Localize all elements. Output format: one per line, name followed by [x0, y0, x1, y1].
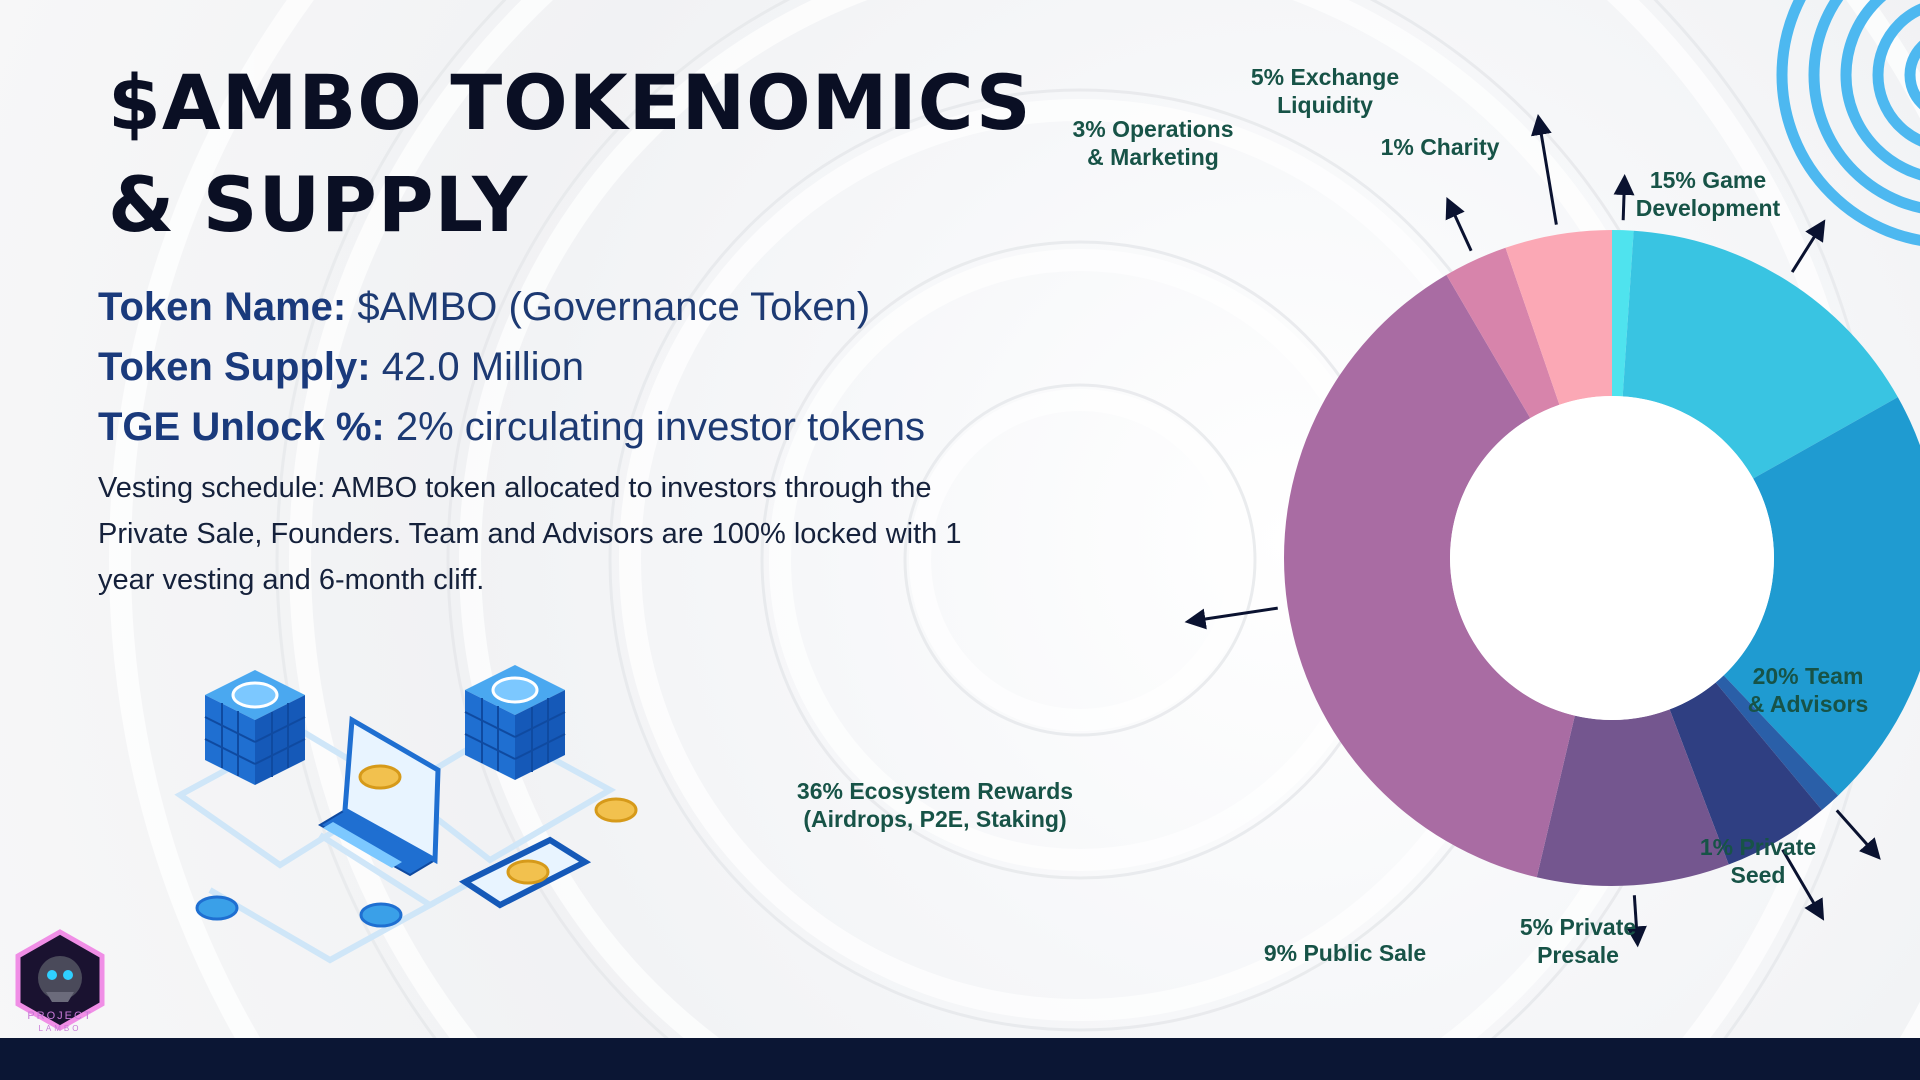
token-info: Token Name: $AMBO (Governance Token) Tok…	[98, 277, 958, 457]
tge-unlock-label: TGE Unlock %:	[98, 405, 385, 449]
token-name-label: Token Name:	[98, 285, 347, 329]
tokenomics-donut-chart: 1% Charity 15% Game Development 20% Team & A…	[797, 64, 1920, 968]
donut-slice	[1612, 230, 1634, 397]
logo-text-lambo: LAMBO	[38, 1024, 82, 1033]
cube-right-icon	[464, 665, 566, 780]
page-title: $AMBO TOKENOMICS & SUPPLY	[108, 52, 1032, 256]
donut-slice	[1536, 709, 1729, 886]
laptop-icon	[318, 715, 441, 877]
title-line-2: & SUPPLY	[108, 160, 529, 249]
token-supply-label: Token Supply:	[98, 345, 371, 389]
token-name-row: Token Name: $AMBO (Governance Token)	[98, 277, 958, 337]
donut-slice	[1715, 675, 1839, 811]
slice-arrow	[1445, 196, 1473, 252]
donut-slice	[1446, 247, 1560, 419]
vesting-description: Vesting schedule: AMBO token allocated t…	[98, 472, 962, 596]
tge-unlock-row: TGE Unlock %: 2% circulating investor to…	[98, 397, 958, 457]
slice-arrow	[1835, 809, 1881, 860]
coin-icons	[195, 764, 638, 928]
slice-label: 9% Public Sale	[1264, 940, 1426, 966]
slice-label: 36% Ecosystem Rewards (Airdrops, P2E, Sta…	[797, 778, 1073, 832]
slice-arrow	[1625, 895, 1647, 948]
tge-unlock-value: 2% circulating investor tokens	[384, 405, 925, 449]
slice-arrow	[1790, 219, 1826, 273]
donut-hole	[1450, 396, 1774, 720]
slice-label: 5% Exchange Liquidity	[1251, 64, 1399, 118]
concentric-arcs-decoration	[1776, 0, 1920, 246]
token-name-value: $AMBO (Governance Token)	[346, 285, 871, 329]
slice-label: 1% Private Seed	[1700, 834, 1816, 888]
donut-slice	[1283, 274, 1575, 878]
donut-slice	[1505, 230, 1612, 405]
logo-text-project: PROJECT	[27, 1010, 93, 1022]
token-supply-value: 42.0 Million	[370, 345, 585, 389]
cube-left-icon	[204, 670, 306, 785]
slice-label: 15% Game Development	[1636, 167, 1781, 221]
slice-arrow	[1613, 174, 1635, 221]
slice-arrow	[1184, 606, 1278, 630]
token-supply-row: Token Supply: 42.0 Million	[98, 337, 958, 397]
donut-slice	[1622, 230, 1898, 479]
slice-arrow	[1781, 849, 1825, 921]
blockchain-illustration	[174, 665, 638, 964]
slice-label: 5% Private Presale	[1520, 914, 1636, 968]
footer-bar	[0, 1038, 1920, 1080]
project-lambo-logo	[15, 929, 105, 1031]
donut-slice	[1669, 682, 1822, 865]
slice-label: 20% Team & Advisors	[1748, 663, 1869, 717]
slice-label: 1% Charity	[1381, 134, 1500, 160]
donut-slice	[1723, 397, 1920, 796]
slice-label: 3% Operations & Marketing	[1072, 116, 1233, 170]
slice-arrow	[1530, 113, 1558, 225]
title-line-1: $AMBO TOKENOMICS	[108, 58, 1032, 147]
